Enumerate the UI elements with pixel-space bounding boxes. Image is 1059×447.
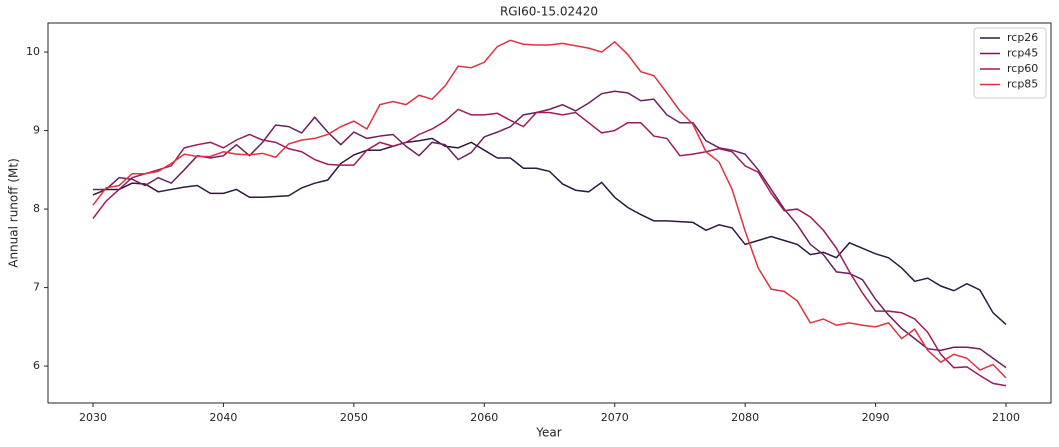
legend-label: rcp26 [1007, 31, 1038, 44]
y-tick-label: 6 [33, 359, 40, 372]
legend-label: rcp60 [1007, 62, 1038, 75]
chart-title: RGI60-15.02420 [500, 5, 598, 19]
legend-label: rcp85 [1007, 78, 1038, 91]
y-tick-label: 10 [26, 45, 40, 58]
data-line [92, 108, 1007, 387]
x-axis-label: Year [535, 426, 561, 440]
data-line [92, 137, 1007, 326]
x-tick-label: 2070 [601, 411, 629, 424]
data-line [92, 90, 1007, 369]
x-tick-label: 2100 [992, 411, 1020, 424]
plot-frame [47, 22, 1052, 404]
y-tick-label: 9 [33, 124, 40, 137]
x-tick-label: 2030 [79, 411, 107, 424]
x-tick-label: 2080 [731, 411, 759, 424]
x-tick-label: 2050 [340, 411, 368, 424]
x-tick-label: 2040 [209, 411, 237, 424]
y-axis-label: Annual runoff (Mt) [7, 158, 21, 268]
y-tick-label: 7 [33, 281, 40, 294]
x-tick-label: 2060 [470, 411, 498, 424]
x-tick-label: 2090 [862, 411, 890, 424]
data-line [92, 39, 1007, 379]
legend-box [973, 27, 1047, 99]
legend-label: rcp45 [1007, 47, 1038, 60]
y-tick-label: 8 [33, 202, 40, 215]
